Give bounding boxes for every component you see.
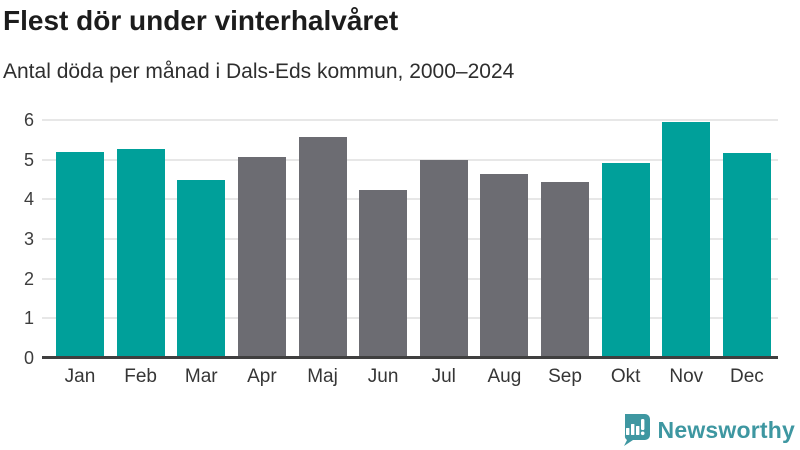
bar-feb (116, 148, 165, 358)
x-tick-label-mar: Mar (184, 366, 218, 387)
x-tick-label-jul: Jul (431, 366, 456, 387)
y-tick-label-2: 2 (23, 268, 34, 289)
gridline-2 (42, 277, 778, 280)
x-tick-label-apr: Apr (247, 366, 277, 387)
plot-area (42, 119, 778, 358)
bar-apr (237, 156, 286, 358)
x-tick-label-sep: Sep (548, 366, 582, 387)
newsworthy-logo-icon (623, 414, 650, 446)
x-tick-label-aug: Aug (487, 366, 522, 387)
y-tick-label-1: 1 (23, 308, 34, 329)
gridline-5 (42, 158, 778, 161)
brand-name: Newsworthy (657, 416, 795, 443)
bar-aug (480, 173, 529, 358)
bars-container (42, 120, 778, 358)
y-tick-label-0: 0 (23, 348, 34, 368)
gridline-6 (42, 119, 778, 121)
bar-maj (298, 137, 347, 358)
bar-sep (541, 181, 589, 358)
x-tick-label-feb: Feb (124, 366, 157, 387)
y-tick-label-4: 4 (23, 189, 34, 210)
bar-jul (419, 159, 468, 358)
brand-footer: Newsworthy (620, 413, 795, 447)
x-tick-label-jan: Jan (64, 366, 96, 387)
bar-jun (359, 189, 408, 358)
bar-mar (177, 180, 226, 358)
chart-subtitle: Antal döda per månad i Dals-Eds kommun, … (3, 60, 515, 83)
x-tick-label-jun: Jun (367, 366, 399, 387)
x-tick-label-dec: Dec (729, 366, 764, 387)
bar-okt (601, 162, 650, 358)
chart-title: Flest dör under vinterhalvåret (3, 5, 399, 36)
x-axis-labels: Jan Feb Mar Apr Maj Jun Jul Aug Sep Okt Nov Dec (42, 366, 778, 388)
x-axis-line (42, 356, 778, 359)
gridline-4 (42, 198, 778, 201)
x-tick-label-okt: Okt (610, 366, 641, 387)
y-tick-label-5: 5 (23, 149, 34, 170)
gridline-1 (42, 317, 778, 320)
bar-jan (56, 151, 104, 358)
y-tick-label-3: 3 (23, 229, 34, 249)
x-tick-label-nov: Nov (669, 366, 704, 387)
gridline-3 (42, 238, 778, 240)
bar-dec (722, 153, 771, 358)
bar-nov (662, 121, 711, 358)
y-tick-label-6: 6 (23, 110, 34, 130)
x-tick-label-maj: Maj (307, 366, 338, 387)
